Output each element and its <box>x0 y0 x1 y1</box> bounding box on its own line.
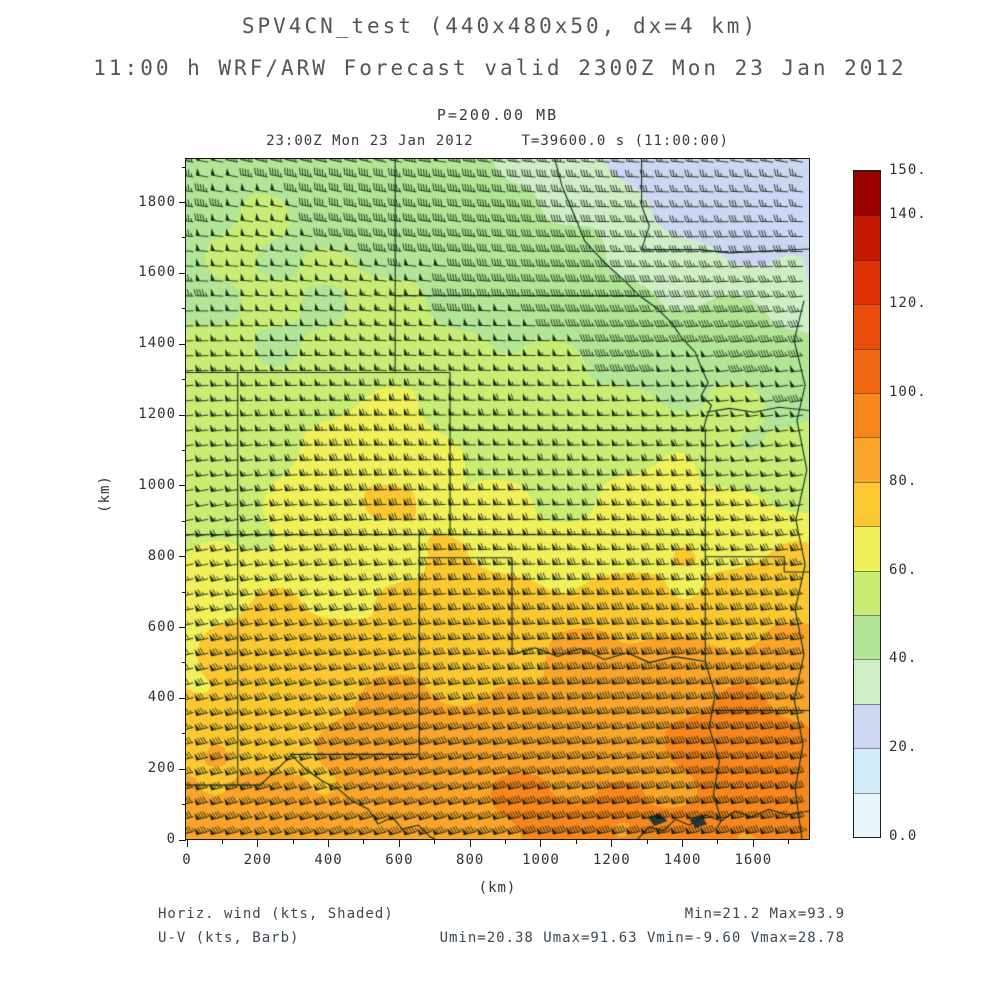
y-axis-tick-label: 1600 <box>138 264 176 281</box>
x-axis-tick-label: 0 <box>182 852 192 868</box>
y-axis-tick-label: 400 <box>147 689 176 706</box>
wind-map-canvas <box>186 159 809 839</box>
y-axis-minor-tick <box>182 166 186 168</box>
main-title: SPV4CN_test (440x480x50, dx=4 km) <box>241 14 759 38</box>
y-axis-minor-tick <box>182 662 186 664</box>
colorbar-cell <box>854 792 880 837</box>
x-axis-minor-tick <box>434 840 436 844</box>
x-axis-tick <box>540 840 542 847</box>
colorbar-cell <box>854 304 880 349</box>
colorbar-cell <box>854 437 880 482</box>
model-time-label: T=39600.0 s (11:00:00) <box>521 133 729 149</box>
sub-title: 11:00 h WRF/ARW Forecast valid 2300Z Mon… <box>93 56 907 80</box>
x-axis-tick <box>398 840 400 847</box>
x-axis-tick-label: 200 <box>243 852 272 868</box>
colorbar-cell <box>854 348 880 393</box>
x-axis-tick-label: 1400 <box>663 852 702 868</box>
x-axis-title: (km) <box>478 880 517 896</box>
colorbar-tick-label: 80. <box>889 472 918 489</box>
colorbar-cell <box>854 659 880 704</box>
x-axis-tick <box>186 840 188 847</box>
colorbar-tick-label: 40. <box>889 650 918 667</box>
x-axis-tick <box>682 840 684 847</box>
y-axis-tick-label: 1000 <box>138 476 176 493</box>
colorbar-cell <box>854 570 880 615</box>
y-axis-tick <box>179 485 186 487</box>
x-axis-minor-tick <box>292 840 294 844</box>
y-axis-tick <box>179 414 186 416</box>
colorbar-cell <box>854 614 880 660</box>
colorbar-cell <box>854 748 880 793</box>
y-axis-minor-tick <box>182 591 186 593</box>
y-axis-tick-label: 0 <box>166 831 176 847</box>
x-axis-minor-tick <box>363 840 365 844</box>
plot-header: 23:00Z Mon 23 Jan 2012 T=39600.0 s (11:0… <box>185 133 810 149</box>
x-axis-tick <box>257 840 259 847</box>
x-axis-tick <box>469 840 471 847</box>
colorbar-cell <box>854 392 880 438</box>
y-axis-minor-tick <box>182 449 186 451</box>
x-axis-tick-label: 800 <box>456 852 485 868</box>
colorbar <box>853 170 881 838</box>
x-axis-minor-tick <box>788 840 790 844</box>
y-axis-tick <box>179 202 186 203</box>
y-axis-tick-label: 200 <box>147 760 176 777</box>
stats-uv-label: Umin=20.38 Umax=91.63 Vmin=-9.60 Vmax=28… <box>439 930 845 946</box>
y-axis-minor-tick <box>182 379 186 381</box>
valid-time-label: 23:00Z Mon 23 Jan 2012 <box>266 133 474 149</box>
y-axis-tick <box>179 343 186 345</box>
colorbar-cell <box>854 215 880 260</box>
colorbar-tick-label: 60. <box>889 561 918 578</box>
colorbar-tick-label: 0.0 <box>889 828 918 844</box>
y-axis-tick-label: 1800 <box>138 193 176 210</box>
y-axis-tick <box>179 272 186 274</box>
y-axis-tick <box>179 556 186 558</box>
colorbar-cell <box>854 703 880 749</box>
x-axis-tick-label: 600 <box>385 852 414 868</box>
x-axis-tick <box>752 840 754 847</box>
x-axis-minor-tick <box>505 840 507 844</box>
x-axis-tick <box>328 840 330 847</box>
map-plot-area: 0 200 400 600 800 1000 1200 1400 1600 0 200 400 600 8… <box>138 158 810 868</box>
x-axis-tick-label: 1600 <box>734 852 773 868</box>
y-axis-tick <box>179 839 186 841</box>
y-axis-tick-label: 1400 <box>138 335 176 352</box>
y-axis-minor-tick <box>182 520 186 522</box>
pressure-level-label: P=200.00 MB <box>436 106 559 124</box>
colorbar-tick-label: 100. <box>889 384 927 400</box>
y-axis-tick <box>179 627 186 628</box>
colorbar-cell <box>854 526 880 571</box>
colorbar-cell <box>854 259 880 305</box>
y-axis-tick-label: 800 <box>147 547 176 564</box>
y-axis-minor-tick <box>182 308 186 310</box>
y-axis-minor-tick <box>182 237 186 239</box>
x-axis-minor-tick <box>717 840 719 844</box>
x-axis-minor-tick <box>646 840 648 844</box>
colorbar-tick-label: 120. <box>889 295 927 312</box>
y-axis-tick <box>179 697 186 699</box>
colorbar-cell <box>854 481 880 527</box>
colorbar-tick-label: 20. <box>889 739 918 756</box>
colorbar-tick-label: 150. <box>889 162 927 178</box>
y-axis-tick-label: 1200 <box>138 406 176 422</box>
y-axis-minor-tick <box>182 804 186 806</box>
y-axis-tick <box>179 768 186 770</box>
y-axis-minor-tick <box>182 733 186 735</box>
x-axis-tick-label: 400 <box>314 852 343 868</box>
legend-shaded-label: Horiz. wind (kts, Shaded) <box>158 906 394 922</box>
legend-barb-label: U-V (kts, Barb) <box>158 930 300 946</box>
x-axis-tick-label: 1200 <box>592 852 631 868</box>
colorbar-cell <box>854 170 880 216</box>
x-axis-minor-tick <box>575 840 577 844</box>
x-axis-tick-label: 1000 <box>522 852 560 868</box>
colorbar-tick-label: 140. <box>889 206 927 223</box>
x-axis-minor-tick <box>221 840 223 844</box>
y-axis-title: (km) <box>96 475 113 513</box>
x-axis-tick <box>611 840 613 847</box>
y-axis-tick-label: 600 <box>147 618 176 635</box>
stats-minmax-label: Min=21.2 Max=93.9 <box>684 906 845 922</box>
